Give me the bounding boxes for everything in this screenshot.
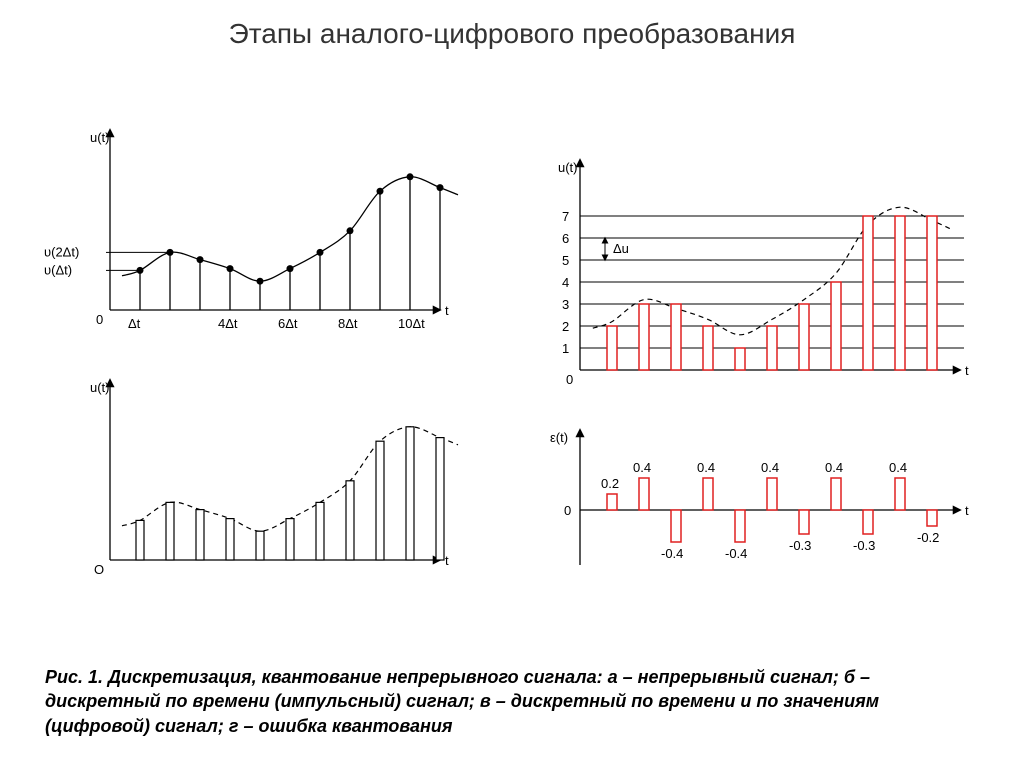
svg-text:-0.4: -0.4 (725, 546, 747, 561)
svg-text:u(t): u(t) (90, 380, 110, 395)
chart-b-discrete-time: u(t) t O (40, 370, 460, 600)
chart-c-quantized: u(t) t 0 1 2 3 4 5 6 7 Δu (520, 150, 980, 400)
svg-text:-0.3: -0.3 (789, 538, 811, 553)
svg-text:6: 6 (562, 231, 569, 246)
svg-text:0.4: 0.4 (889, 460, 907, 475)
page-title: Этапы аналого-цифрового преобразования (0, 0, 1024, 50)
svg-text:0.4: 0.4 (761, 460, 779, 475)
figure-caption: Рис. 1. Дискретизация, квантование непре… (45, 665, 979, 738)
svg-text:υ(Δt): υ(Δt) (44, 262, 72, 277)
svg-text:-0.2: -0.2 (917, 530, 939, 545)
charts-container: u(t)t0υ(Δt)υ(2Δt)Δt4Δt6Δt8Δt10Δt u(t)tO … (0, 50, 1024, 620)
svg-text:5: 5 (562, 253, 569, 268)
svg-text:0.2: 0.2 (601, 476, 619, 491)
svg-text:7: 7 (562, 209, 569, 224)
svg-text:Δu: Δu (613, 241, 629, 256)
svg-text:0.4: 0.4 (697, 460, 715, 475)
svg-text:4: 4 (562, 275, 569, 290)
svg-text:t: t (965, 363, 969, 378)
svg-text:2: 2 (562, 319, 569, 334)
svg-text:10Δt: 10Δt (398, 316, 425, 331)
chart-a-sampling: u(t) t 0 υ(Δt) υ(2Δt) Δt 4Δt 6Δt 8Δt 10Δt (40, 120, 460, 350)
svg-text:t: t (965, 503, 969, 518)
svg-text:u(t): u(t) (90, 130, 110, 145)
svg-text:6Δt: 6Δt (278, 316, 298, 331)
svg-text:8Δt: 8Δt (338, 316, 358, 331)
svg-text:1: 1 (562, 341, 569, 356)
svg-text:0.4: 0.4 (825, 460, 843, 475)
svg-text:Δt: Δt (128, 316, 141, 331)
svg-text:0: 0 (566, 372, 573, 387)
svg-text:t: t (445, 303, 449, 318)
svg-text:3: 3 (562, 297, 569, 312)
svg-text:0.4: 0.4 (633, 460, 651, 475)
svg-text:0: 0 (96, 312, 103, 327)
svg-text:-0.3: -0.3 (853, 538, 875, 553)
chart-d-quantization-error: ε(t) t 0 0.2 0.4 -0.4 0.4 -0.4 0.4 -0.3 0.4 -0.3 0.4… (520, 420, 980, 580)
svg-text:-0.4: -0.4 (661, 546, 683, 561)
svg-text:t: t (445, 553, 449, 568)
svg-text:4Δt: 4Δt (218, 316, 238, 331)
svg-text:0: 0 (564, 503, 571, 518)
svg-text:u(t): u(t) (558, 160, 578, 175)
svg-text:O: O (94, 562, 104, 577)
svg-text:υ(2Δt): υ(2Δt) (44, 244, 79, 259)
svg-text:ε(t): ε(t) (550, 430, 568, 445)
